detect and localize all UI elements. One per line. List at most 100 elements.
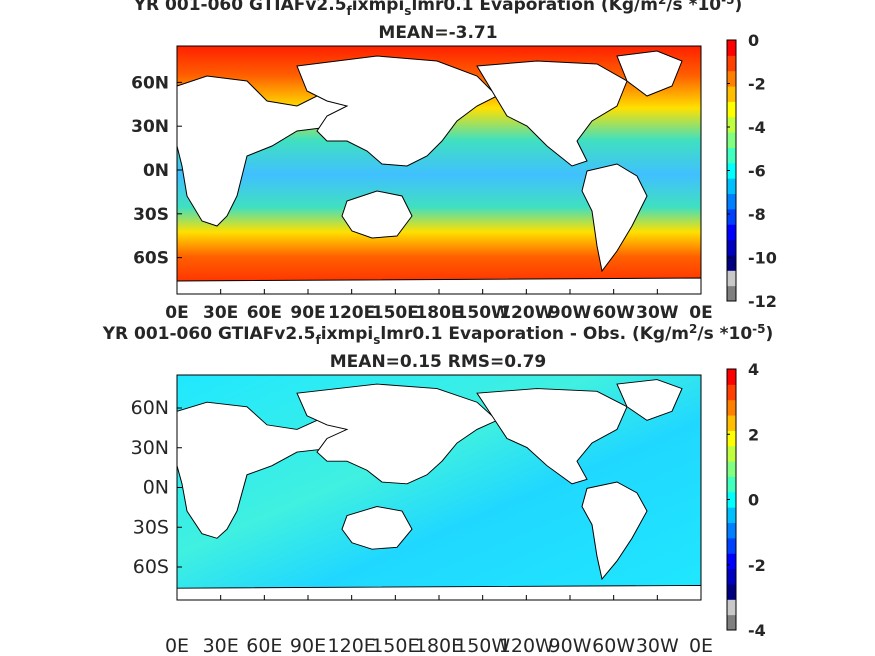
title-unit_mid: /s *10: [666, 0, 721, 15]
x-tick-label: 120E: [328, 635, 376, 656]
colorbar-segment: [727, 254, 736, 271]
colorbar-tick-label: -2: [748, 75, 766, 94]
x-tick-label: 60W: [592, 303, 635, 323]
y-tick-label: 30S: [133, 516, 169, 538]
colorbar-segment: [727, 507, 736, 524]
x-tick-label: 120W: [499, 303, 553, 323]
x-tick-label: 150W: [456, 303, 510, 323]
colorbar-tick-label: -6: [748, 162, 766, 181]
x-tick-label: 60E: [247, 303, 282, 323]
x-tick-label: 120W: [499, 635, 554, 656]
colorbar-tick-label: 0: [748, 31, 759, 50]
x-tick-label: 30E: [203, 635, 239, 656]
colorbar-segment: [727, 147, 736, 164]
title-close: ): [766, 324, 774, 344]
x-tick-label: 90W: [549, 635, 592, 656]
panel-1-y-ticks: 60N 30N 0N 30S 60S: [131, 73, 182, 269]
y-tick-label: 60S: [133, 556, 169, 578]
y-tick-label: 30N: [131, 437, 169, 459]
title-unit_mid: /s *10: [697, 324, 752, 344]
colorbar-segment: [727, 162, 736, 179]
title-sup1: 2: [658, 0, 666, 7]
x-tick-label: 0E: [165, 303, 188, 323]
x-tick-label: 150E: [371, 635, 419, 656]
x-tick-label: 30W: [636, 635, 679, 656]
panel-1-title-line1: YR 001-060 GTIAFv2.5fixmpislmr0.1 Evapor…: [133, 0, 743, 18]
colorbar-tick-label: -12: [748, 292, 777, 311]
colorbar-segment: [727, 178, 736, 195]
colorbar-segment: [727, 116, 736, 133]
title-sup2: -5: [752, 322, 765, 336]
title-sub2: s: [404, 4, 411, 18]
colorbar-segment: [727, 445, 736, 462]
title-suffix: lmr0.1 Evaporation (Kg/m: [411, 0, 658, 15]
panel-1-map: [176, 45, 702, 295]
colorbar-segment: [727, 239, 736, 256]
x-tick-label: 30E: [203, 303, 238, 323]
colorbar-segment: [727, 193, 736, 210]
colorbar-segment: [727, 599, 736, 616]
colorbar-segment: [727, 522, 736, 539]
x-tick-label: 150W: [455, 635, 510, 656]
y-tick-label: 60N: [131, 397, 169, 419]
colorbar-segment: [727, 614, 736, 631]
colorbar-segment: [727, 70, 736, 87]
panel-2-map: [176, 374, 702, 601]
colorbar-segment: [727, 101, 736, 118]
y-tick-label: 30N: [131, 117, 169, 137]
y-tick-label: 60S: [133, 249, 169, 269]
colorbar-segment: [727, 86, 736, 102]
panel-1: YR 001-060 GTIAFv2.5fixmpislmr0.1 Evapor…: [131, 0, 777, 323]
colorbar-tick-label: -4: [748, 118, 766, 137]
colorbar-segment: [727, 285, 736, 302]
colorbar-tick-label: 0: [748, 491, 759, 510]
y-tick-label: 30S: [133, 205, 169, 225]
y-tick-label: 60N: [131, 73, 169, 93]
colorbar-segment: [727, 491, 736, 508]
title-prefix: YR 001-060 GTIAFv2.5: [133, 0, 347, 15]
colorbar-tick-label: -2: [748, 556, 766, 575]
colorbar-segment: [727, 583, 736, 600]
x-tick-label: 0E: [689, 635, 713, 656]
x-tick-label: 120E: [328, 303, 375, 323]
x-tick-label: 180E: [415, 635, 463, 656]
title-mid: ixmpi: [352, 0, 405, 15]
colorbar-segment: [727, 415, 736, 431]
colorbar-segment: [727, 461, 736, 477]
colorbar-segment: [727, 568, 736, 585]
colorbar-segment: [727, 224, 736, 241]
panel-2-title-line2: MEAN=0.15 RMS=0.79: [330, 352, 546, 372]
colorbar-segment: [727, 384, 736, 401]
x-tick-label: 90E: [290, 303, 325, 323]
colorbar-tick-label: -8: [748, 205, 766, 224]
panel-2: YR 001-060 GTIAFv2.5fixmpislmr0.1 Evapor…: [102, 322, 774, 656]
title-close: ): [734, 0, 742, 15]
x-tick-label: 90E: [290, 635, 326, 656]
title-suffix: lmr0.1 Evaporation - Obs. (Kg/m: [380, 324, 689, 344]
x-tick-label: 60E: [246, 635, 282, 656]
colorbar-tick-label: -4: [748, 621, 766, 640]
colorbar-segment: [727, 476, 736, 493]
title-sup1: 2: [689, 322, 697, 336]
title-sup2: -5: [721, 0, 734, 7]
title-mid: ixmpi: [321, 324, 374, 344]
colorbar-segment: [727, 40, 736, 56]
colorbar-segment: [727, 132, 736, 148]
title-prefix: YR 001-060 GTIAFv2.5: [102, 324, 316, 344]
colorbar-tick-label: 4: [748, 360, 759, 379]
colorbar-segment: [727, 369, 736, 385]
title-sub1: f: [347, 4, 353, 18]
colorbar-segment: [727, 553, 736, 570]
panel-2-title-line1: YR 001-060 GTIAFv2.5fixmpislmr0.1 Evapor…: [102, 322, 774, 347]
panel-2-colorbar: 4 2 0 -2 -4: [726, 360, 766, 640]
y-tick-label: 0N: [143, 161, 169, 181]
colorbar-tick-label: -10: [748, 249, 777, 268]
colorbar-segment: [727, 55, 736, 72]
colorbar-segment: [727, 399, 736, 416]
title-sub1: f: [316, 333, 322, 347]
title-sub2: s: [373, 333, 380, 347]
x-tick-label: 0E: [689, 303, 712, 323]
